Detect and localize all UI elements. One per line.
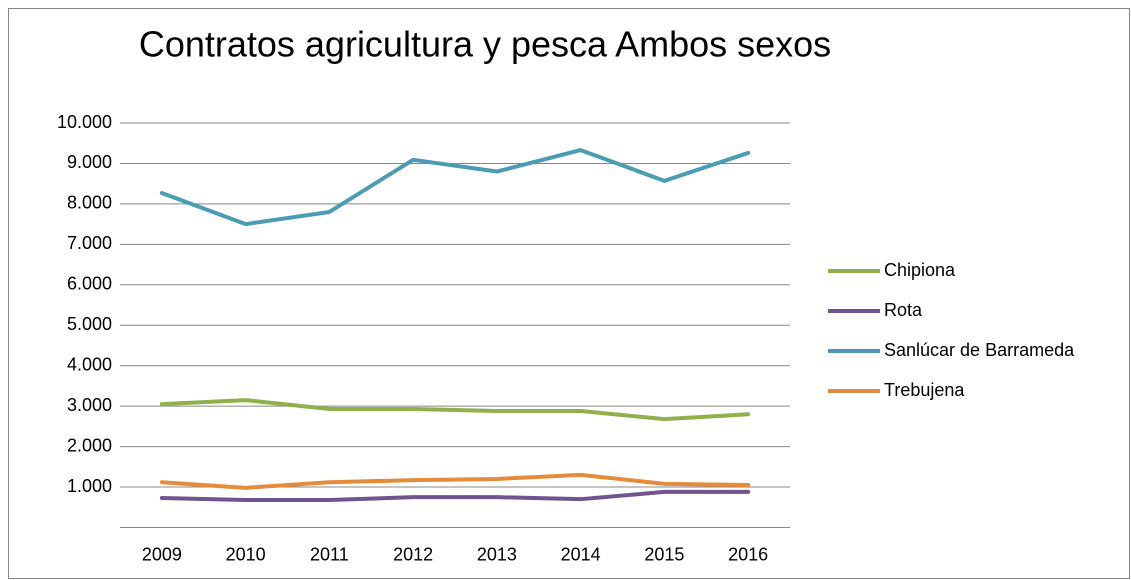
- x-tick-label: 2016: [728, 544, 768, 564]
- x-tick-label: 2011: [310, 544, 349, 564]
- legend-label: Rota: [884, 300, 923, 320]
- y-tick-label: 4.000: [67, 354, 112, 374]
- x-tick-label: 2009: [142, 544, 182, 564]
- y-tick-label: 2.000: [67, 435, 112, 455]
- y-tick-label: 1.000: [67, 476, 112, 496]
- y-tick-label: 9.000: [67, 152, 112, 172]
- y-tick-label: 6.000: [67, 274, 112, 294]
- x-tick-label: 2012: [393, 544, 433, 564]
- y-tick-label: 7.000: [67, 233, 112, 253]
- x-tick-label: 2013: [477, 544, 517, 564]
- line-series: [159, 148, 751, 227]
- x-tick-label: 2010: [226, 544, 266, 564]
- x-tick-label: 2014: [561, 544, 601, 564]
- line-series: [159, 489, 751, 502]
- legend-label: Trebujena: [884, 380, 965, 400]
- chart-frame: [8, 8, 1130, 579]
- line-series: [159, 398, 751, 422]
- x-tick-label: 2015: [644, 544, 684, 564]
- y-tick-label: 3.000: [67, 395, 112, 415]
- legend-label: Sanlúcar de Barrameda: [884, 340, 1075, 360]
- y-tick-label: 8.000: [67, 193, 112, 213]
- y-tick-label: 5.000: [67, 314, 112, 334]
- line-series: [159, 472, 751, 490]
- y-tick-label: 10.000: [57, 112, 112, 132]
- chart-title: Contratos agricultura y pesca Ambos sexo…: [139, 24, 831, 65]
- legend-label: Chipiona: [884, 260, 956, 280]
